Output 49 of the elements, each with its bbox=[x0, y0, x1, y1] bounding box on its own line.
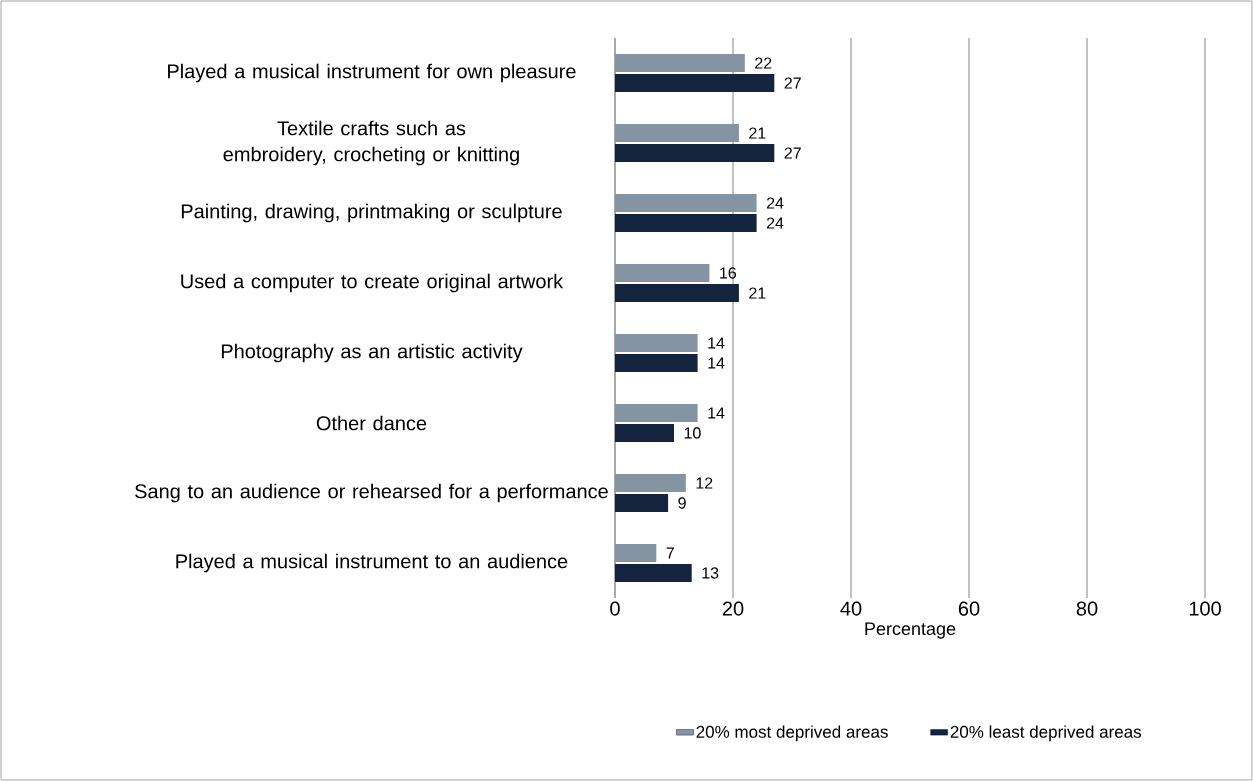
data-label: 9 bbox=[678, 497, 686, 509]
bar bbox=[615, 403, 698, 422]
y-tick-label: Photography as an artistic activity bbox=[221, 343, 523, 363]
data-label: 27 bbox=[784, 77, 801, 89]
y-tick-label: Painting, drawing, printmaking or sculpture bbox=[181, 203, 562, 223]
bar bbox=[615, 423, 674, 442]
data-label: 21 bbox=[749, 287, 766, 299]
legend-label: 20% most deprived areas bbox=[696, 725, 888, 742]
bar bbox=[615, 543, 657, 562]
bar bbox=[615, 283, 739, 302]
bar bbox=[615, 193, 757, 212]
data-label: 21 bbox=[749, 127, 766, 139]
bar bbox=[615, 73, 775, 92]
x-tick-label: 0 bbox=[610, 601, 620, 616]
bar bbox=[615, 353, 698, 372]
data-label: 13 bbox=[702, 567, 719, 579]
bar bbox=[615, 53, 745, 72]
x-tick-label: 40 bbox=[840, 601, 862, 616]
data-label: 14 bbox=[708, 357, 725, 369]
data-label: 16 bbox=[720, 267, 737, 279]
bar bbox=[615, 263, 710, 282]
data-label: 22 bbox=[755, 57, 772, 69]
y-tick-label: Other dance bbox=[316, 415, 427, 431]
bar bbox=[615, 473, 686, 492]
bar bbox=[615, 143, 775, 162]
data-label: 24 bbox=[766, 197, 784, 209]
x-axis-title: Percentage bbox=[865, 622, 956, 639]
bar bbox=[615, 123, 739, 142]
bar bbox=[615, 213, 757, 232]
data-label: 12 bbox=[696, 477, 713, 489]
bar bbox=[615, 563, 692, 582]
data-label: 10 bbox=[684, 427, 701, 439]
data-label: 27 bbox=[784, 147, 801, 159]
y-tick-label: Textile crafts such as embroidery, crocheting or knitting bbox=[223, 120, 519, 166]
x-tick-label: 20 bbox=[722, 601, 744, 616]
bar bbox=[615, 333, 698, 352]
y-tick-label: Played a musical instrument for own pleasure bbox=[168, 63, 576, 83]
data-label: 7 bbox=[666, 547, 674, 559]
data-label: 14 bbox=[708, 337, 725, 349]
y-tick-label: Played a musical instrument to an audience bbox=[176, 553, 568, 573]
bar bbox=[615, 493, 669, 512]
data-label: 14 bbox=[708, 407, 725, 419]
y-tick-label: Used a computer to create original artwork bbox=[181, 273, 564, 293]
legend-label: 20% least deprived areas bbox=[950, 725, 1142, 742]
x-tick-label: 80 bbox=[1076, 601, 1098, 616]
x-tick-label: 60 bbox=[958, 601, 980, 616]
x-tick-label: 100 bbox=[1189, 601, 1221, 616]
data-label: 24 bbox=[766, 217, 784, 229]
y-tick-label: Sang to an audience or rehearsed for a performance bbox=[135, 483, 608, 503]
